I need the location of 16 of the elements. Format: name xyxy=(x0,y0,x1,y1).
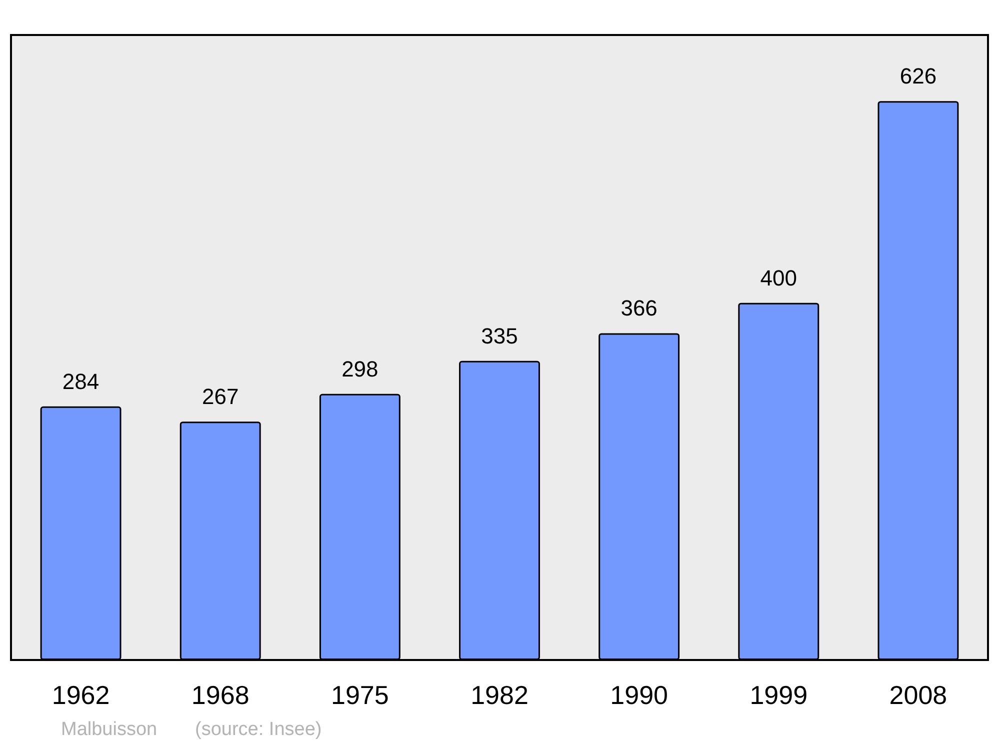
x-tick-label: 1990 xyxy=(610,680,668,710)
data-label: 267 xyxy=(202,384,239,410)
data-label: 298 xyxy=(342,356,378,382)
data-label: 626 xyxy=(900,64,937,89)
x-tick-label: 1962 xyxy=(52,680,110,710)
x-tick-label: 1982 xyxy=(470,680,528,710)
data-label: 400 xyxy=(760,265,797,290)
data-label: 284 xyxy=(62,368,100,394)
data-label: 366 xyxy=(620,296,658,321)
x-tick-label: 1968 xyxy=(191,680,250,710)
text: Malbuisson xyxy=(61,719,158,740)
x-tick-label: 1975 xyxy=(331,680,389,710)
x-tick-label: 1999 xyxy=(750,680,808,710)
data-label: 335 xyxy=(481,323,518,348)
text: (source: Insee) xyxy=(195,719,322,740)
x-tick-label: 2008 xyxy=(889,680,948,710)
